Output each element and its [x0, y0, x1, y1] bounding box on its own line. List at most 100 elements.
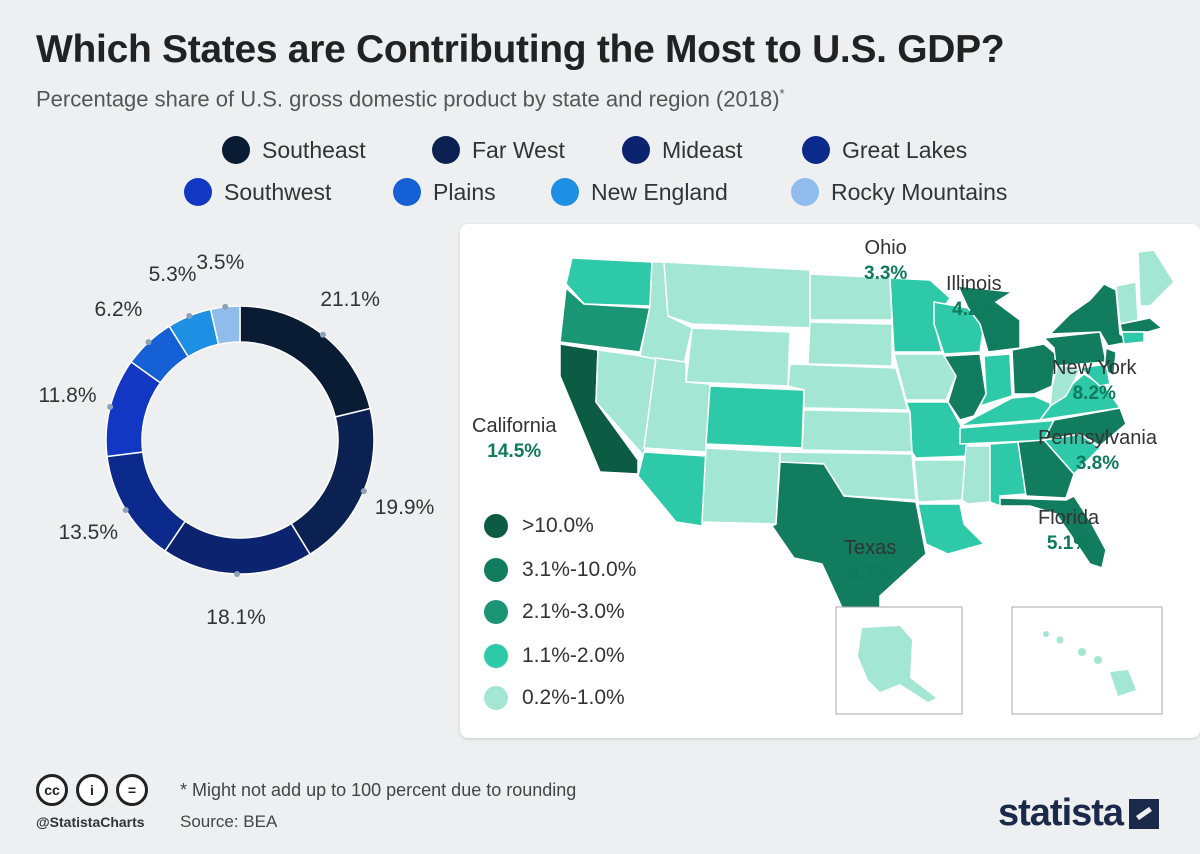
map-state-utah	[643, 357, 711, 453]
donut-data-label: 6.2%	[94, 298, 143, 322]
map-label-california: California 14.5%	[472, 414, 556, 464]
map-state-connecticut	[1121, 331, 1145, 345]
map-state-florida	[999, 495, 1107, 569]
brand-name: statista	[998, 792, 1124, 834]
donut-chart: 21.1% 19.9% 18.1% 13.5% 11.8% 6.2% 5.3% 3.5%	[0, 230, 460, 670]
legend-item-southwest: Southwest	[184, 178, 331, 206]
map-label-state: Pennsylvania	[1038, 427, 1157, 449]
legend-item-plains: Plains	[393, 178, 496, 206]
map-legend-label: 1.1%-2.0%	[522, 644, 625, 667]
map-legend-label: 2.1%-3.0%	[522, 600, 625, 623]
map-state-maryland-delaware	[1078, 363, 1111, 387]
map-legend-swatch	[484, 644, 508, 668]
donut-slice-marker	[145, 339, 152, 346]
map-legend-item: >10.0%	[484, 514, 594, 538]
map-label-value: 5.1%	[1046, 533, 1091, 554]
map-legend-swatch	[484, 686, 508, 710]
map-label-value: 8.2%	[1072, 383, 1116, 404]
map-label-state: Ohio	[864, 237, 907, 259]
statista-logo[interactable]: statista	[998, 792, 1160, 835]
donut-chart-svg	[105, 303, 375, 577]
map-state-arizona	[637, 451, 707, 527]
source-note: Source: BEA	[180, 812, 278, 831]
donut-slice-marker	[360, 488, 367, 495]
map-label-state: Florida	[1038, 507, 1100, 529]
map-label-state: Texas	[844, 537, 897, 559]
page-title: Which States are Contributing the Most t…	[36, 28, 1005, 71]
map-label-value: 3.3%	[864, 263, 908, 284]
donut-slice-rocky-mountains	[209, 305, 241, 346]
map-state-hawaii	[1043, 631, 1136, 696]
subtitle-text: Percentage share of U.S. gross domestic …	[36, 86, 780, 112]
map-label-state: Illinois	[946, 273, 1002, 295]
map-legend-item: 1.1%-2.0%	[484, 644, 625, 668]
map-label-new-york: New York 8.2%	[1052, 356, 1137, 406]
legend-label: Plains	[433, 178, 496, 205]
map-state-illinois	[942, 353, 987, 421]
legend-label: Southwest	[224, 178, 332, 205]
map-state-vermont-nh	[1115, 281, 1139, 325]
legend-item-far-west: Far West	[432, 136, 565, 164]
legend-swatch	[184, 178, 212, 206]
map-state-wyoming	[685, 327, 791, 387]
legend-swatch	[432, 136, 460, 164]
donut-slice-marker	[122, 507, 129, 514]
map-state-georgia	[1017, 439, 1075, 499]
subtitle-footnote-mark: *	[779, 86, 785, 101]
map-label-ohio: Ohio 3.3%	[864, 236, 907, 286]
license-icons: cc i =	[36, 774, 148, 806]
map-state-alaska	[858, 626, 936, 702]
donut-slice-great-lakes	[106, 451, 187, 553]
statista-mark-icon	[1129, 798, 1160, 829]
legend-item-southeast: Southeast	[222, 136, 366, 164]
map-legend-label: 3.1%-10.0%	[522, 558, 637, 581]
map-label-state: California	[472, 415, 557, 437]
map-state-south-dakota	[807, 321, 893, 367]
map-legend-label: 0.2%-1.0%	[522, 686, 625, 709]
map-legend-item: 2.1%-3.0%	[484, 600, 625, 624]
donut-slice-marker	[222, 303, 229, 310]
legend-label: Mideast	[662, 136, 743, 163]
map-state-arkansas	[913, 459, 967, 503]
donut-data-label: 3.5%	[196, 251, 245, 275]
map-state-massachusetts	[1119, 317, 1164, 333]
map-label-value: 8.7%	[848, 563, 892, 584]
map-label-value: 3.8%	[1075, 453, 1120, 474]
map-label-texas: Texas 8.7%	[844, 536, 896, 586]
map-label-state: New York	[1052, 357, 1137, 379]
map-legend-swatch	[484, 600, 508, 624]
map-legend-item: 3.1%-10.0%	[484, 558, 636, 582]
social-handle: @StatistaCharts	[36, 814, 145, 830]
donut-slice-southeast	[239, 305, 372, 418]
legend-label: Rocky Mountains	[831, 178, 1008, 205]
hawaii-inset-frame	[1011, 606, 1163, 715]
map-legend-swatch	[484, 514, 508, 538]
cc-icon: cc	[36, 774, 68, 806]
map-state-indiana	[978, 353, 1013, 408]
legend-item-mideast: Mideast	[622, 136, 743, 164]
donut-data-label: 18.1%	[206, 605, 266, 629]
legend-item-new-england: New England	[551, 178, 728, 206]
map-state-new-mexico	[701, 447, 781, 525]
attribution-icon: i	[76, 774, 108, 806]
legend-swatch	[222, 136, 250, 164]
us-map-svg	[559, 249, 1175, 715]
donut-data-label: 11.8%	[38, 384, 97, 408]
map-label-value: 14.5%	[487, 441, 542, 462]
map-label-pennsylvania: Pennsylvania 3.8%	[1038, 426, 1157, 476]
legend-swatch	[551, 178, 579, 206]
footnote: * Might not add up to 100 percent due to…	[180, 780, 577, 800]
donut-slice-far-west	[290, 407, 375, 556]
map-state-west-virginia	[1049, 363, 1082, 408]
donut-slice-marker	[319, 331, 326, 338]
donut-data-label: 13.5%	[58, 521, 119, 545]
legend-label: Great Lakes	[842, 136, 968, 163]
map-legend-swatch	[484, 558, 508, 582]
map-legend-label: >10.0%	[522, 514, 594, 537]
legend-swatch	[393, 178, 421, 206]
map-state-washington	[565, 257, 653, 307]
legend-swatch	[622, 136, 650, 164]
donut-data-label: 21.1%	[320, 288, 380, 312]
map-state-mississippi	[961, 445, 991, 505]
map-state-iowa	[893, 353, 957, 401]
